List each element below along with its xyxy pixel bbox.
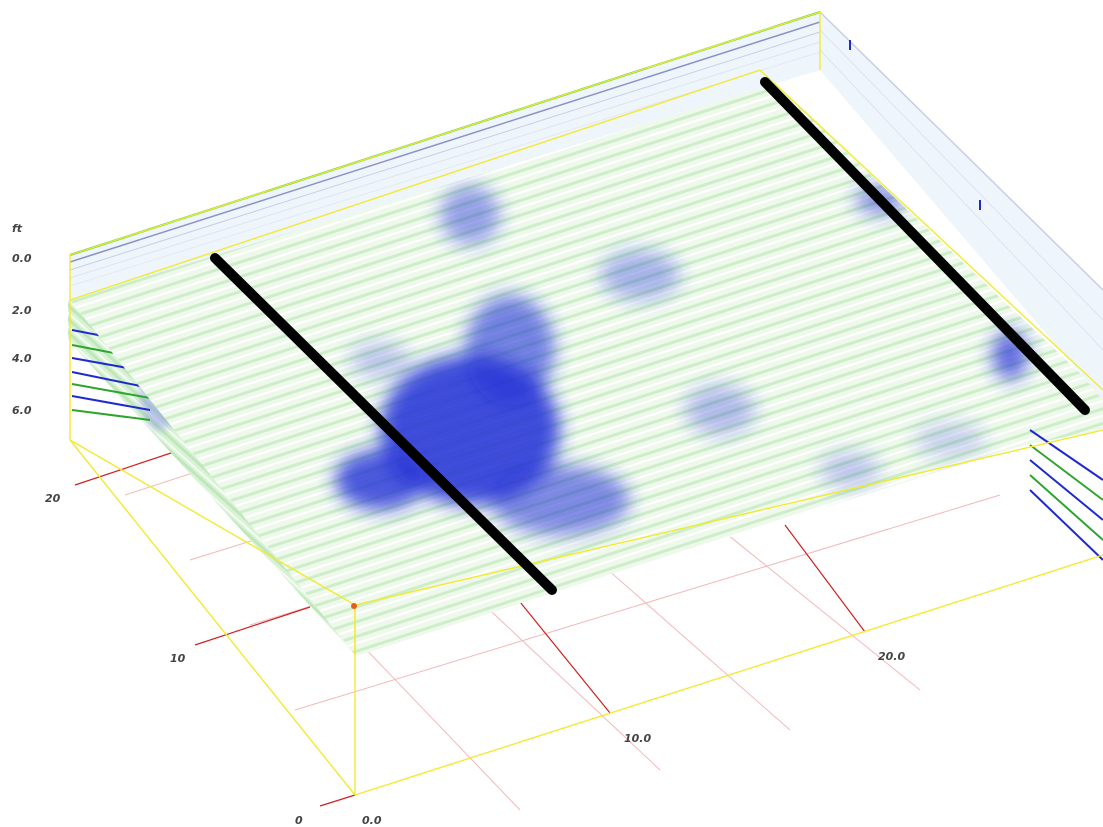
left-axis-label-20: 20	[45, 492, 61, 505]
bottom-axis-label-20: 20.0	[878, 650, 905, 663]
pipe-line-2	[760, 77, 1090, 415]
bottom-axis-label-0: 0.0	[362, 814, 382, 827]
bottom-axis-label-10: 10.0	[624, 732, 651, 745]
depth-label-6: 6.0	[12, 404, 32, 417]
left-axis-label-10: 10	[170, 652, 186, 665]
pipe-line-1	[210, 253, 557, 595]
left-axis-label-0: 0	[295, 814, 303, 827]
depth-label-4: 4.0	[11, 352, 32, 365]
origin-marker	[351, 603, 357, 609]
depth-label-2: 2.0	[12, 304, 32, 317]
pipe-lines	[210, 77, 1090, 595]
right-wall-traces	[1029, 429, 1103, 561]
right-radargram	[819, 11, 1103, 400]
depth-label-0: 0.0	[12, 252, 32, 265]
depth-units-label: ft	[12, 222, 23, 235]
